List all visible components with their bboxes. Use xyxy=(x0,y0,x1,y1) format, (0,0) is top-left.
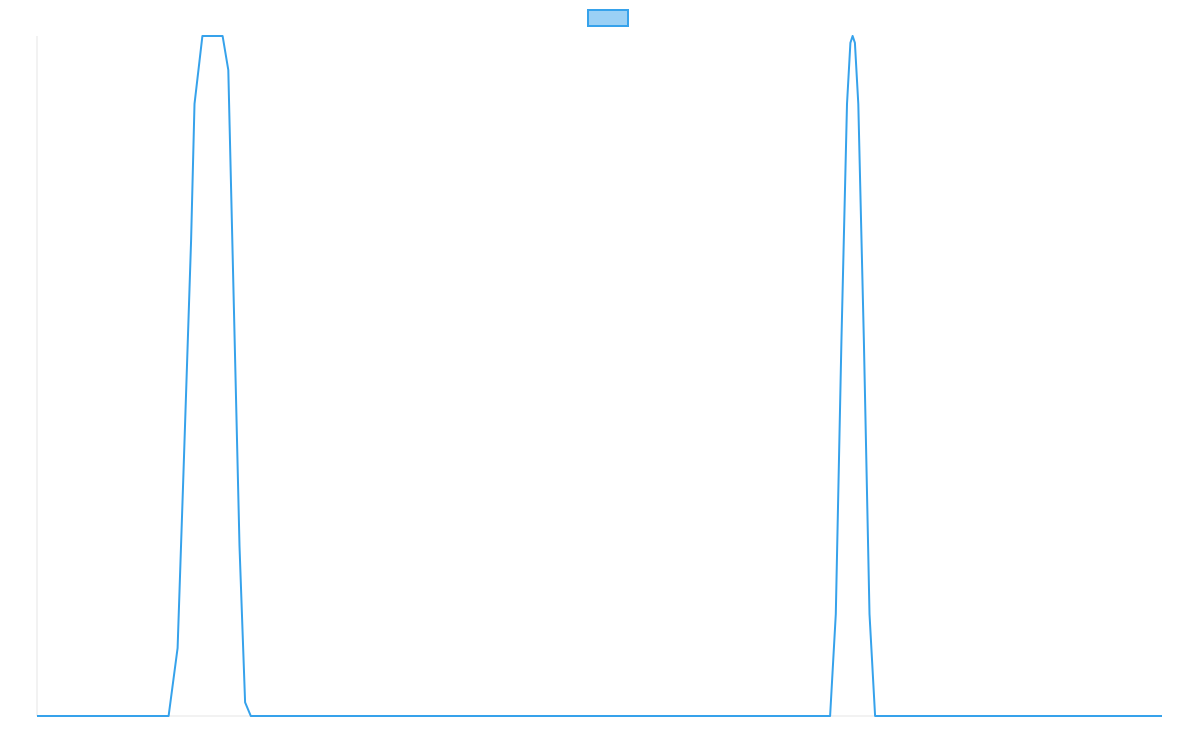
legend[interactable] xyxy=(587,9,629,27)
series-line-1 xyxy=(37,35,1162,717)
axes xyxy=(36,36,1162,717)
legend-swatch-1[interactable] xyxy=(587,9,629,27)
series-layer xyxy=(37,35,1162,717)
